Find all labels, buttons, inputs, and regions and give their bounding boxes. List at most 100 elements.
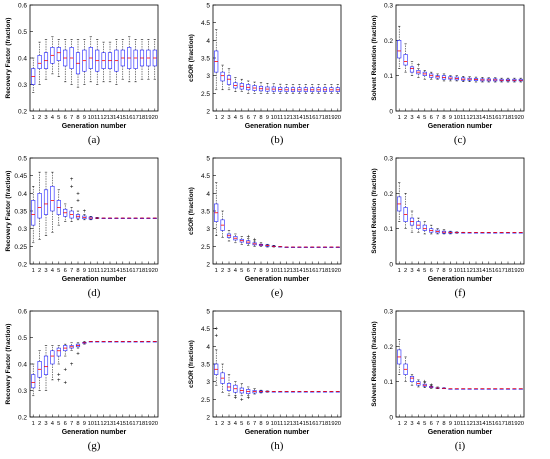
box-plot-item xyxy=(43,39,49,80)
outlier-marker: + xyxy=(57,378,61,384)
y-tick-label: 0.45 xyxy=(14,173,27,180)
y-tick-label: 0.4 xyxy=(18,56,27,63)
x-tick-label: 12 xyxy=(466,268,472,274)
x-tick-label: 19 xyxy=(145,268,151,274)
y-tick-label: 0.5 xyxy=(18,335,27,342)
box-plot-item xyxy=(518,388,523,390)
x-tick-label: 15 xyxy=(120,268,126,274)
box-plot-item xyxy=(473,388,479,390)
x-tick-label: 14 xyxy=(113,268,120,274)
x-tick-label: 2 xyxy=(38,268,41,274)
x-tick-label: 10 xyxy=(88,421,94,427)
x-tick-label: 1 xyxy=(32,421,35,427)
chart-panel: 22.533.544.551 2 3 4 5 6 7 8 9 10 11 12 13 14 15 16 17 18… xyxy=(188,156,342,299)
box-plot-item xyxy=(461,388,466,390)
x-tick-label: 20 xyxy=(152,115,158,121)
x-tick-label: 10 xyxy=(271,268,277,274)
x-tick-label: 20 xyxy=(152,268,158,274)
iqr-box xyxy=(37,55,42,69)
box-plot-item xyxy=(335,84,340,94)
box-plot-item xyxy=(429,224,434,235)
x-tick-label: 11 xyxy=(277,421,283,427)
box-plot-item xyxy=(63,39,68,83)
box-plot-item xyxy=(278,83,283,94)
x-tick-label: 14 xyxy=(296,268,303,274)
x-tick-label: 6 xyxy=(247,115,250,121)
box-plot-item xyxy=(265,83,270,94)
iqr-box xyxy=(409,376,415,382)
x-tick-label: 11 xyxy=(460,268,466,274)
x-tick-label: 6 xyxy=(247,268,250,274)
y-tick-label: 0.3 xyxy=(18,82,27,89)
box-plot-item xyxy=(43,345,49,391)
box-plot-item xyxy=(88,36,93,83)
x-tick-label: 7 xyxy=(436,421,439,427)
x-tick-label: 15 xyxy=(303,268,309,274)
x-tick-label: 14 xyxy=(296,115,303,121)
box-plot-item xyxy=(127,217,132,219)
box-plot-item xyxy=(310,84,315,94)
box-plot-item xyxy=(88,216,93,221)
box-plot-item xyxy=(120,39,125,80)
x-tick-label: 13 xyxy=(473,268,479,274)
y-tick-label: 0.1 xyxy=(384,226,393,233)
y-tick-label: 2.5 xyxy=(201,397,210,404)
x-tick-label: 11 xyxy=(94,268,100,274)
x-tick-label: 9 xyxy=(449,115,452,121)
plot-frame xyxy=(395,310,525,418)
chart-panel: 00.10.20.31 2 3 4 5 6 7 8 9 10 11 12 13 14 15 16 17 18 19 2… xyxy=(371,3,525,146)
panel-caption: (e) xyxy=(271,287,284,299)
box-plot-item xyxy=(246,386,251,397)
x-tick-label: 1 xyxy=(398,268,401,274)
box-plot-item xyxy=(252,81,257,94)
box-plot-item xyxy=(114,39,119,85)
x-tick-label: 10 xyxy=(454,421,460,427)
box-plot-item xyxy=(120,217,125,219)
x-tick-label: 15 xyxy=(120,115,126,121)
x-tick-label: 12 xyxy=(100,268,106,274)
iqr-box xyxy=(226,75,232,85)
x-tick-label: 19 xyxy=(511,268,517,274)
box-plot-item xyxy=(329,246,334,248)
x-tick-label: 12 xyxy=(283,421,289,427)
box-plot-item xyxy=(297,84,302,94)
x-tick-label: 20 xyxy=(335,268,341,274)
y-tick-label: 0.2 xyxy=(384,191,393,198)
x-tick-label: 5 xyxy=(57,421,60,427)
box-plot-item xyxy=(480,388,485,390)
x-tick-label: 9 xyxy=(266,268,269,274)
x-tick-label: 8 xyxy=(76,115,79,121)
x-tick-label: 2 xyxy=(404,421,407,427)
box-plot-item xyxy=(75,210,81,221)
iqr-box xyxy=(50,185,55,212)
outlier-marker: + xyxy=(423,380,427,386)
box-plot-item xyxy=(322,246,328,248)
x-tick-label: 17 xyxy=(315,115,321,121)
iqr-box xyxy=(133,49,138,69)
x-tick-label: 17 xyxy=(315,268,321,274)
iqr-box xyxy=(31,374,36,389)
box-plot-item xyxy=(505,388,511,390)
x-tick-label: 20 xyxy=(518,421,524,427)
y-tick-label: 0.4 xyxy=(18,362,27,369)
box-plot-item xyxy=(75,342,81,349)
y-tick-label: 0.5 xyxy=(18,29,27,36)
x-axis-label: Generation number xyxy=(428,276,493,283)
x-tick-label: 4 xyxy=(51,268,55,274)
box-plot-item xyxy=(31,57,36,93)
box-plot-item xyxy=(454,231,459,234)
outlier-marker: + xyxy=(57,373,61,379)
x-tick-label: 4 xyxy=(51,421,55,427)
box-plot-item xyxy=(246,238,251,246)
y-tick-label: 4 xyxy=(206,191,210,198)
box-plot-item xyxy=(499,388,504,390)
box-plot-item xyxy=(422,70,427,80)
box-plot-item xyxy=(101,41,106,83)
box-plot-item xyxy=(335,246,340,248)
x-tick-label: 13 xyxy=(473,115,479,121)
y-tick-label: 0.3 xyxy=(384,309,393,316)
y-tick-label: 5 xyxy=(206,3,210,10)
box-plot-item xyxy=(467,76,472,82)
x-tick-label: 7 xyxy=(253,268,256,274)
box-plot-item xyxy=(284,246,289,248)
